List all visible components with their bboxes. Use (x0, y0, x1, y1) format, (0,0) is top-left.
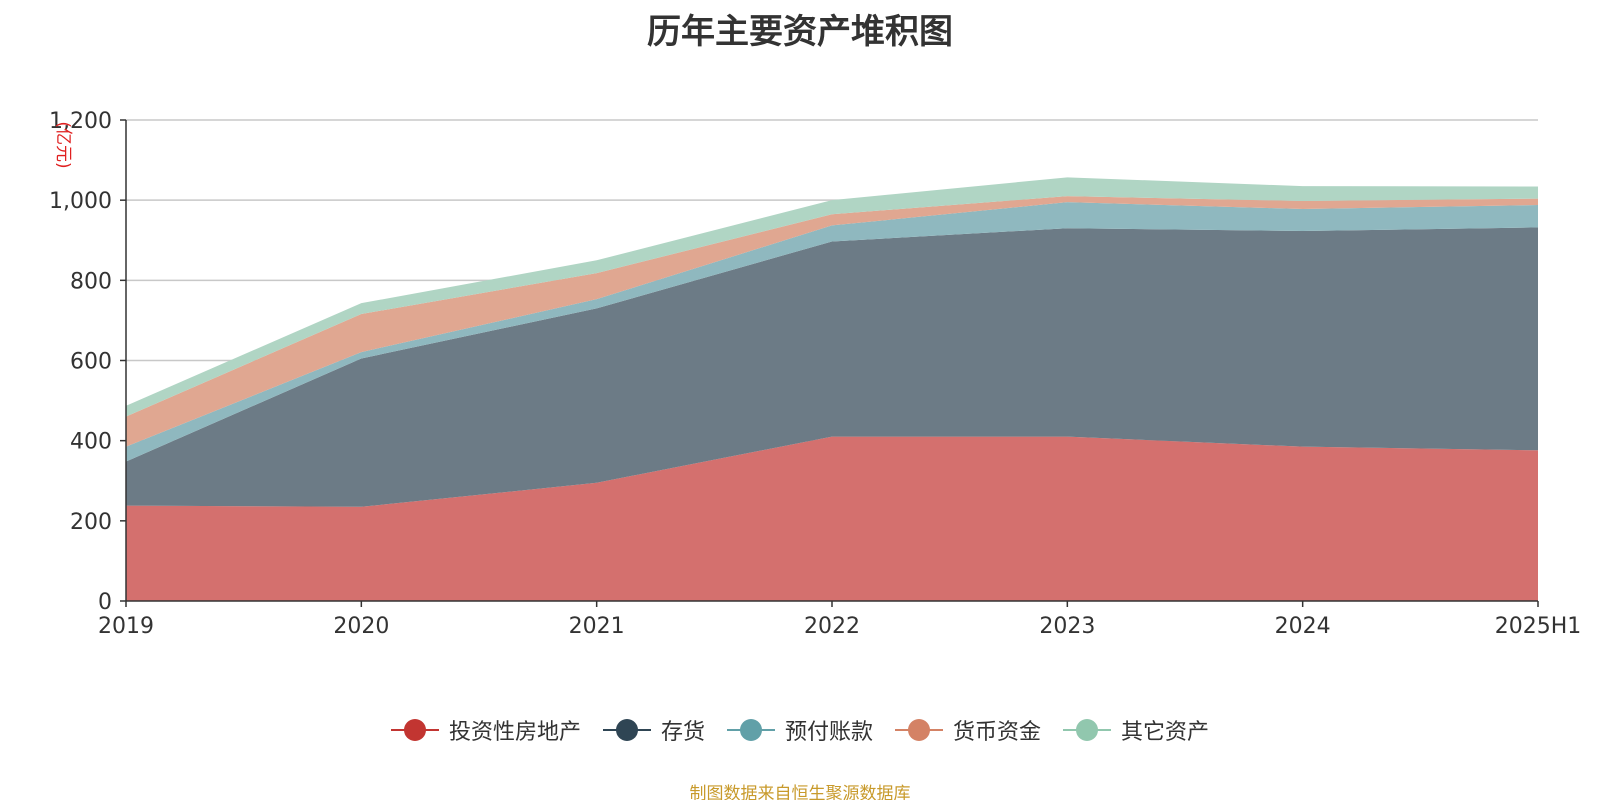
legend-label: 其它资产 (1121, 720, 1210, 745)
chart-title: 历年主要资产堆积图 (647, 12, 953, 52)
y-axis-label: (亿元) (53, 121, 73, 168)
x-tick-label-4: 2023 (1039, 614, 1095, 639)
y-tick-label-4: 800 (70, 269, 112, 294)
area-series-2 (126, 202, 1538, 462)
y-tick-label-2: 400 (70, 430, 112, 455)
y-tick-label-3: 600 (70, 350, 112, 375)
x-tick-label-3: 2022 (804, 614, 860, 639)
legend-item-0[interactable]: 投资性房地产 (390, 714, 581, 746)
legend-item-2[interactable]: 预付账款 (726, 714, 873, 746)
source-note: 制图数据来自恒生聚源数据库 (689, 784, 911, 800)
axis-layer: 0 200 400 600 800 1,000 1,200 2019 2020 2021 2022 2… (49, 109, 1581, 639)
legend-label: 投资性房地产 (448, 720, 581, 745)
area-series-0 (126, 436, 1538, 601)
x-tick-label-5: 2024 (1275, 614, 1331, 639)
x-tick-label-6: 2025H1 (1495, 614, 1582, 639)
y-tick-label-0: 0 (98, 590, 112, 615)
legend-marker-icon (726, 718, 775, 742)
x-tick-label-1: 2020 (333, 614, 389, 639)
legend-label: 预付账款 (784, 720, 873, 745)
legend-marker-icon (895, 718, 943, 742)
area-series-4 (126, 177, 1538, 417)
legend-item-3[interactable]: 货币资金 (895, 714, 1041, 746)
legend-item-1[interactable]: 存货 (602, 714, 705, 746)
legend-marker-icon (1063, 718, 1112, 742)
legend-label: 货币资金 (953, 720, 1042, 745)
legend-marker-icon (390, 718, 439, 742)
x-tick-label-2: 2021 (569, 614, 625, 639)
legend-label: 存货 (660, 720, 705, 745)
y-tick-label-5: 1,000 (49, 189, 112, 214)
legend: 投资性房地产 存货 预付账款 货币资金 其它资产 (0, 714, 1600, 746)
area-series-3 (126, 196, 1538, 447)
area-layer (126, 177, 1538, 601)
legend-item-4[interactable]: 其它资产 (1063, 714, 1209, 746)
y-tick-label-1: 200 (70, 510, 112, 535)
y-tick-label-6: 1,200 (49, 109, 112, 134)
legend-marker-icon (602, 718, 651, 742)
area-series-1 (126, 227, 1538, 507)
x-tick-label-0: 2019 (98, 614, 154, 639)
